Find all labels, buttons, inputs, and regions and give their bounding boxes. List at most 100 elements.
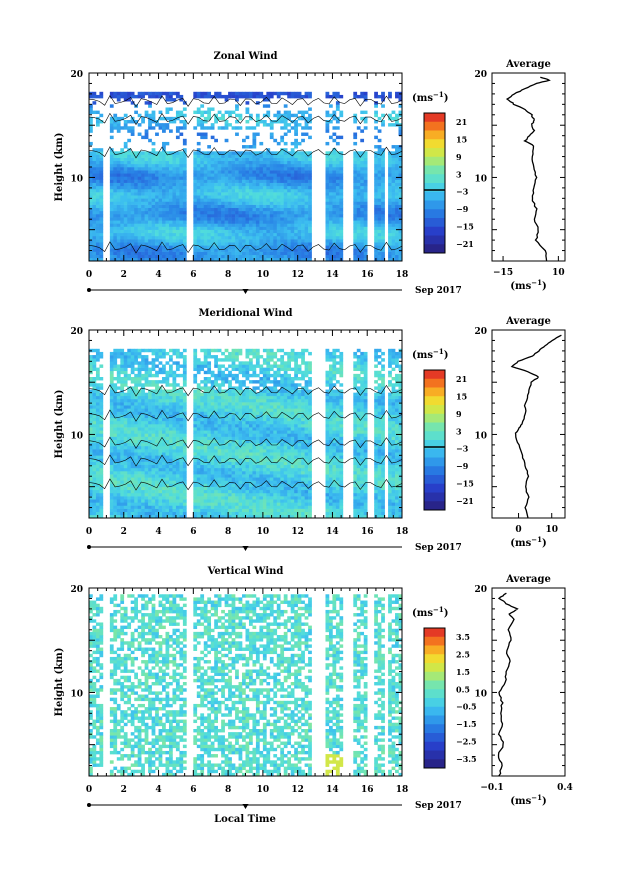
- heatmap-cell: [266, 173, 271, 177]
- heatmap-cell: [109, 223, 114, 227]
- heatmap-cell: [172, 464, 177, 469]
- heatmap-cell: [165, 201, 170, 205]
- heatmap-cell: [123, 370, 128, 375]
- heatmap-cell: [95, 248, 100, 252]
- heatmap-cell: [328, 104, 333, 108]
- heatmap-cell: [193, 467, 198, 472]
- heatmap-cell: [113, 389, 118, 393]
- heatmap-cell: [162, 163, 166, 168]
- heatmap-cell: [116, 126, 121, 130]
- heatmap-cell: [217, 91, 222, 96]
- heatmap-cell: [193, 489, 198, 494]
- heatmap-cell: [248, 232, 253, 237]
- heatmap-cell: [193, 405, 198, 409]
- heatmap-cell: [235, 204, 239, 209]
- heatmap-cell: [148, 217, 152, 221]
- heatmap-cell: [231, 195, 236, 199]
- heatmap-cell: [182, 348, 187, 353]
- heatmap-cell: [158, 489, 163, 494]
- heatmap-cell: [99, 157, 104, 162]
- heatmap-cell: [248, 235, 253, 240]
- heatmap-cell: [155, 514, 159, 519]
- heatmap-cell: [308, 91, 312, 96]
- heatmap-cell: [92, 383, 97, 387]
- heatmap-cell: [165, 154, 170, 158]
- heatmap-cell: [193, 414, 198, 419]
- heatmap-cell: [259, 94, 264, 99]
- heatmap-cell: [377, 207, 382, 212]
- heatmap-cell: [395, 185, 399, 190]
- heatmap-cell: [398, 232, 403, 237]
- heatmap-cell: [242, 239, 246, 243]
- heatmap-cell: [301, 138, 305, 143]
- heatmap-cell: [155, 220, 159, 224]
- heatmap-cell: [377, 217, 382, 221]
- heatmap-cell: [308, 239, 312, 243]
- heatmap-cell: [290, 173, 295, 177]
- heatmap-cell: [325, 248, 330, 252]
- heatmap-cell: [245, 251, 250, 256]
- heatmap-cell: [210, 449, 215, 453]
- heatmap-cell: [294, 170, 298, 174]
- heatmap-cell: [155, 373, 159, 378]
- heatmap-cell: [398, 179, 403, 183]
- heatmap-cell: [109, 414, 114, 419]
- heatmap-cell: [248, 185, 253, 190]
- heatmap-cell: [144, 436, 149, 440]
- heatmap-cell: [162, 248, 166, 252]
- heatmap-cell: [130, 439, 135, 444]
- heatmap-cell: [395, 226, 399, 230]
- heatmap-cell: [158, 367, 163, 372]
- heatmap-cell: [172, 405, 177, 409]
- heatmap-cell: [172, 436, 177, 440]
- heatmap-cell: [168, 242, 173, 246]
- heatmap-cell: [155, 417, 159, 422]
- heatmap-cell: [89, 239, 93, 243]
- heatmap-cell: [162, 471, 166, 475]
- heatmap-cell: [120, 511, 125, 516]
- heatmap-cell: [95, 483, 100, 487]
- heatmap-cell: [231, 201, 236, 205]
- heatmap-cell: [182, 492, 187, 497]
- colorbar-segment: [424, 174, 445, 184]
- heatmap-cell: [356, 226, 361, 230]
- heatmap-cell: [196, 383, 201, 387]
- heatmap-cell: [175, 110, 180, 115]
- heatmap-cell: [165, 496, 170, 500]
- heatmap-cell: [377, 232, 382, 237]
- heatmap-cell: [235, 154, 239, 158]
- heatmap-cell: [134, 442, 138, 447]
- heatmap-cell: [242, 214, 246, 218]
- heatmap-cell: [134, 492, 138, 497]
- heatmap-cell: [353, 251, 358, 256]
- heatmap-cell: [363, 201, 368, 205]
- heatmap-cell: [95, 229, 100, 234]
- heatmap-cell: [235, 245, 239, 249]
- heatmap-cell: [127, 414, 132, 419]
- heatmap-cell: [109, 232, 114, 237]
- heatmap-cell: [388, 198, 392, 202]
- heatmap-cell: [120, 427, 125, 431]
- heatmap-cell: [255, 220, 260, 224]
- heatmap-cell: [172, 116, 177, 121]
- heatmap-cell: [175, 126, 180, 130]
- heatmap-cell: [242, 229, 246, 234]
- heatmap-cell: [273, 207, 278, 212]
- heatmap-cell: [116, 514, 121, 519]
- heatmap-cell: [95, 217, 100, 221]
- heatmap-cell: [175, 367, 180, 372]
- heatmap-cell: [155, 499, 159, 503]
- heatmap-cell: [168, 411, 173, 415]
- heatmap-cell: [179, 474, 184, 478]
- heatmap-cell: [287, 163, 292, 168]
- heatmap-cell: [137, 207, 142, 212]
- heatmap-cell: [294, 141, 298, 146]
- heatmap-cell: [134, 254, 138, 259]
- heatmap-cell: [120, 467, 125, 472]
- heatmap-cell: [332, 113, 337, 118]
- heatmap-cell: [99, 395, 104, 400]
- heatmap-cell: [168, 499, 173, 503]
- heatmap-cell: [144, 496, 149, 500]
- heatmap-cell: [116, 408, 121, 412]
- heatmap-cell: [224, 257, 229, 262]
